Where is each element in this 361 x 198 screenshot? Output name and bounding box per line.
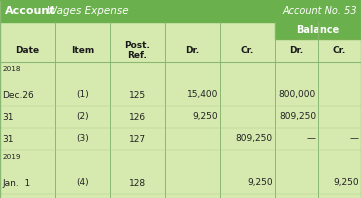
Text: —: — — [307, 134, 316, 144]
Text: 31: 31 — [2, 134, 13, 144]
Text: Balance: Balance — [296, 25, 340, 35]
Text: 125: 125 — [129, 90, 146, 100]
Text: 127: 127 — [129, 134, 146, 144]
Bar — [275, 22, 361, 39]
Text: Wages Expense: Wages Expense — [47, 6, 129, 16]
Text: 2018: 2018 — [2, 66, 21, 72]
Text: Account No. 53: Account No. 53 — [282, 6, 357, 16]
Text: 128: 128 — [129, 179, 146, 188]
Bar — [0, 0, 361, 22]
Text: 809,250: 809,250 — [279, 112, 316, 122]
Text: 15,400: 15,400 — [187, 90, 218, 100]
Text: Date: Date — [16, 46, 40, 55]
Text: Dec.26: Dec.26 — [2, 90, 34, 100]
Text: Item: Item — [71, 46, 94, 55]
Text: 2019: 2019 — [2, 154, 21, 160]
Text: (2): (2) — [76, 112, 89, 122]
Text: Post.
Ref.: Post. Ref. — [125, 41, 151, 61]
Text: (3): (3) — [76, 134, 89, 144]
Text: 126: 126 — [129, 112, 146, 122]
Text: Dr.: Dr. — [186, 46, 200, 55]
Text: Account: Account — [5, 6, 56, 16]
Text: Cr.: Cr. — [241, 46, 254, 55]
Text: 9,250: 9,250 — [333, 179, 359, 188]
Text: —: — — [350, 134, 359, 144]
Text: 800,000: 800,000 — [279, 90, 316, 100]
Text: 9,250: 9,250 — [247, 179, 273, 188]
Text: Cr.: Cr. — [333, 46, 346, 55]
Text: (1): (1) — [76, 90, 89, 100]
Text: Jan.  1: Jan. 1 — [2, 179, 30, 188]
Text: 9,250: 9,250 — [192, 112, 218, 122]
Text: 809,250: 809,250 — [236, 134, 273, 144]
Text: Dr.: Dr. — [290, 46, 304, 55]
Text: 31: 31 — [2, 112, 13, 122]
Text: (4): (4) — [76, 179, 89, 188]
